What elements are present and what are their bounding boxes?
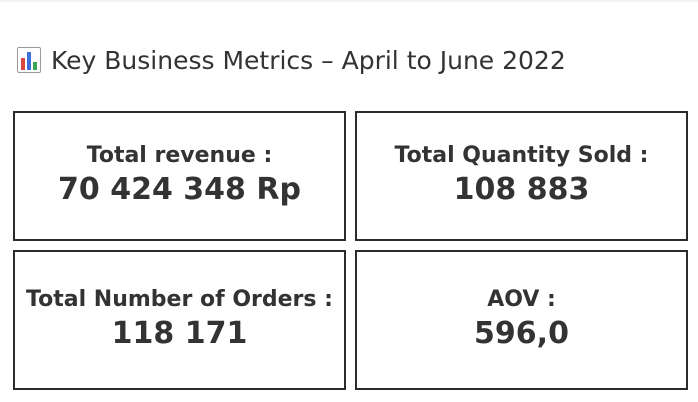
top-divider bbox=[0, 0, 698, 2]
kpi-label: Total revenue : bbox=[86, 143, 273, 168]
kpi-value: 596,0 bbox=[474, 316, 569, 351]
kpi-value: 118 171 bbox=[111, 316, 248, 351]
dashboard-title: Key Business Metrics – April to June 202… bbox=[17, 44, 566, 76]
kpi-card-total-quantity-sold: Total Quantity Sold : 108 883 bbox=[355, 111, 688, 241]
dashboard-title-text: Key Business Metrics – April to June 202… bbox=[51, 45, 566, 75]
kpi-label: AOV : bbox=[487, 287, 556, 312]
bar-chart-icon-bar bbox=[21, 58, 25, 70]
bar-chart-icon-bar bbox=[33, 62, 37, 70]
kpi-value: 108 883 bbox=[453, 172, 590, 207]
kpi-label: Total Quantity Sold : bbox=[394, 143, 649, 168]
kpi-label: Total Number of Orders : bbox=[26, 287, 333, 312]
bar-chart-icon-bar bbox=[27, 52, 31, 70]
kpi-card-total-revenue: Total revenue : 70 424 348 Rp bbox=[13, 111, 346, 241]
bar-chart-icon bbox=[17, 47, 41, 73]
kpi-value: 70 424 348 Rp bbox=[58, 172, 301, 207]
kpi-card-total-number-of-orders: Total Number of Orders : 118 171 bbox=[13, 250, 346, 390]
kpi-card-aov: AOV : 596,0 bbox=[355, 250, 688, 390]
